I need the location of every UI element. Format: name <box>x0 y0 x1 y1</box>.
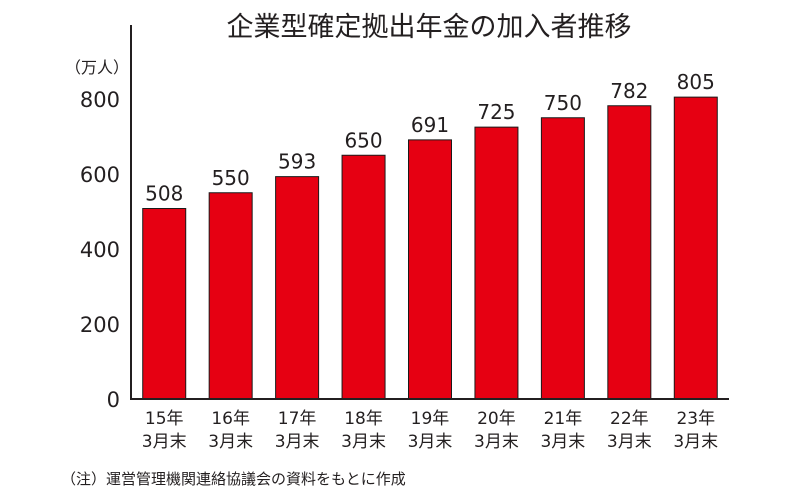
x-axis-ticks: 15年 3月末 16年 3月末 17年 3月末 18年 3月末 19年 3月末 20年 3月末 21年 3… <box>142 409 718 452</box>
y-tick-label: 200 <box>80 313 120 337</box>
y-axis-ticks: 0 200 400 600 800 <box>80 88 120 412</box>
x-tick-label-year: 19年 <box>411 409 450 429</box>
x-tick-label-month: 3月末 <box>208 432 253 452</box>
bar-value-label: 805 <box>677 70 715 94</box>
bar-value-label: 725 <box>477 100 515 124</box>
data-labels-group: 508 550 593 650 691 725 750 782 805 <box>145 70 715 205</box>
y-tick-label: 600 <box>80 163 120 187</box>
x-tick-label-year: 16年 <box>211 409 250 429</box>
x-tick-label-month: 3月末 <box>474 432 519 452</box>
bar <box>673 96 718 400</box>
bar-value-label: 550 <box>212 166 250 190</box>
bars-group <box>142 96 718 400</box>
x-tick-label-month: 3月末 <box>275 432 320 452</box>
bar-value-label: 593 <box>278 150 316 174</box>
x-tick-label-year: 21年 <box>544 409 583 429</box>
bar <box>474 126 519 400</box>
x-tick-label-month: 3月末 <box>341 432 386 452</box>
x-tick-label-month: 3月末 <box>408 432 453 452</box>
x-tick-label-year: 22年 <box>610 409 649 429</box>
bar-value-label: 750 <box>544 91 582 115</box>
x-tick-label-month: 3月末 <box>540 432 585 452</box>
bar <box>408 139 452 400</box>
y-axis-unit-label: （万人） <box>65 58 129 77</box>
y-tick-label: 400 <box>80 238 120 262</box>
bar-value-label: 508 <box>145 182 183 206</box>
bar-value-label: 650 <box>344 128 382 152</box>
bar <box>208 192 253 400</box>
bar-value-label: 691 <box>411 113 449 137</box>
bar <box>341 154 386 400</box>
y-tick-label: 800 <box>80 88 120 112</box>
bar <box>142 208 187 400</box>
x-tick-label-year: 20年 <box>477 409 516 429</box>
bar <box>540 117 585 400</box>
chart-title: 企業型確定拠出年金の加入者推移 <box>227 12 632 43</box>
x-tick-label-year: 15年 <box>145 409 184 429</box>
x-tick-label-month: 3月末 <box>673 432 718 452</box>
x-tick-label-year: 17年 <box>278 409 317 429</box>
y-tick-label: 0 <box>107 388 120 412</box>
x-tick-label-month: 3月末 <box>607 432 652 452</box>
x-tick-label-year: 18年 <box>344 409 383 429</box>
bar <box>607 105 652 400</box>
bar-value-label: 782 <box>610 79 648 103</box>
source-note: （注）運営管理機関連絡協議会の資料をもとに作成 <box>61 470 406 488</box>
x-tick-label-month: 3月末 <box>142 432 187 452</box>
x-tick-label-year: 23年 <box>676 409 715 429</box>
bar <box>275 176 320 400</box>
